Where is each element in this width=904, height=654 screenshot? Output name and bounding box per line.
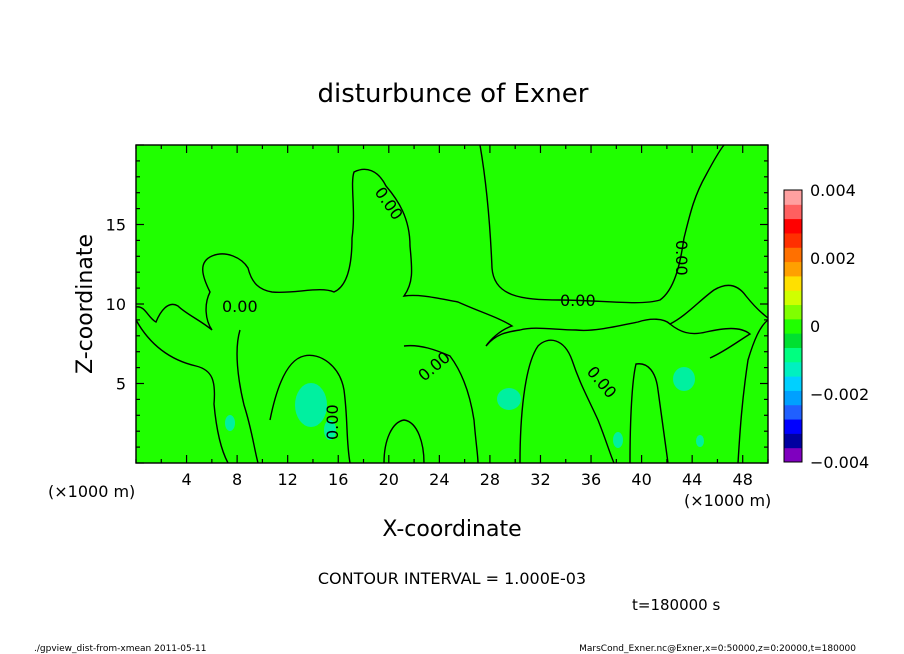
y-tick-label: 5 (116, 375, 126, 394)
negative-patch (613, 432, 623, 448)
colorbar-cell (784, 347, 802, 363)
colorbar-cells (784, 190, 802, 463)
colorbar-cell (784, 218, 802, 234)
colorbar-label: −0.002 (810, 385, 869, 404)
contour-line-center (403, 344, 479, 464)
contour-line-right (519, 339, 615, 464)
colorbar-cell (784, 390, 802, 406)
colorbar-cell (784, 404, 802, 420)
colorbar-cell (784, 419, 802, 434)
contour-label: 0.00 (222, 297, 258, 316)
contour-line-left2 (236, 329, 259, 464)
colorbar-cell (784, 318, 802, 334)
negative-patches (225, 367, 704, 448)
negative-patch (497, 388, 521, 410)
zero-contours (135, 144, 769, 464)
x-tick-label: 48 (733, 470, 753, 489)
time-text: t=180000 s (632, 596, 720, 614)
x-axis-ticks: 4 8 12 16 20 24 28 32 36 40 44 48 (135, 145, 769, 489)
contour-line-bump (383, 419, 425, 464)
colorbar-frame (783, 189, 803, 463)
colorbar-cell (784, 333, 802, 348)
x-tick-label: 24 (429, 470, 449, 489)
colorbar-cell (784, 304, 802, 320)
x-tick-label: 44 (682, 470, 702, 489)
contour-line-upper (135, 168, 769, 347)
colorbar-label: 0.002 (810, 249, 856, 268)
y-axis-ticks: 5 10 15 (106, 144, 768, 464)
colorbar-cell (784, 204, 802, 220)
x-tick-label: 20 (379, 470, 399, 489)
x-tick-label: 36 (581, 470, 601, 489)
x-tick-label: 16 (328, 470, 348, 489)
negative-patch (324, 420, 336, 440)
x-tick-label: 28 (480, 470, 500, 489)
colorbar-cell (784, 433, 802, 449)
y-axis-label: Z-coordinate (73, 234, 98, 374)
contour-line-right3 (669, 323, 752, 359)
chart-title: disturbunce of Exner (318, 79, 589, 109)
contour-label: 0.00 (560, 291, 596, 310)
footer-right: MarsCond_Exner.nc@Exner,x=0:50000,z=0:20… (579, 644, 856, 654)
y-tick-label: 15 (106, 216, 126, 235)
colorbar-cell (784, 190, 802, 205)
contour-label: 0.00 (323, 404, 342, 440)
colorbar-cell (784, 247, 802, 263)
x-tick-label: 12 (278, 470, 298, 489)
plot-area: 0.00 0.00 0.00 0.00 0.00 0.00 0.00 4 8 12 1… (106, 144, 769, 489)
colorbar-cell (784, 376, 802, 391)
negative-patch (295, 383, 327, 427)
contour-line-right2 (629, 363, 669, 464)
x-axis-label: X-coordinate (382, 517, 521, 542)
negative-patch (225, 415, 235, 431)
colorbar-cell (784, 275, 802, 291)
x-axis-unit-left: (×1000 m) (48, 482, 135, 501)
colorbar-label: 0.004 (810, 181, 856, 200)
colorbar-cell (784, 361, 802, 377)
contour-line-top (479, 144, 725, 304)
field-background (136, 145, 768, 463)
contour-line-left (135, 319, 229, 464)
contour-line-mid (269, 354, 351, 464)
negative-patch (696, 435, 704, 447)
colorbar-cell (784, 447, 802, 463)
colorbar: 0.004 0.002 0 −0.002 −0.004 (783, 181, 869, 472)
x-tick-label: 8 (232, 470, 242, 489)
y-tick-label: 10 (106, 295, 126, 314)
colorbar-label: 0 (810, 317, 820, 336)
negative-patch (673, 367, 695, 391)
contour-label: 0.00 (672, 240, 691, 276)
x-tick-label: 4 (181, 470, 191, 489)
contour-interval-text: CONTOUR INTERVAL = 1.000E-03 (318, 569, 586, 588)
colorbar-labels: 0.004 0.002 0 −0.002 −0.004 (810, 181, 869, 472)
x-axis-unit-right: (×1000 m) (684, 491, 771, 510)
contour-line-edge (737, 319, 769, 464)
colorbar-cell (784, 232, 802, 248)
colorbar-cell (784, 261, 802, 277)
colorbar-cell (784, 290, 802, 306)
colorbar-label: −0.004 (810, 453, 869, 472)
footer-left: ./gpview_dist-from-xmean 2011-05-11 (34, 644, 206, 654)
x-tick-label: 32 (530, 470, 550, 489)
x-tick-label: 40 (631, 470, 651, 489)
